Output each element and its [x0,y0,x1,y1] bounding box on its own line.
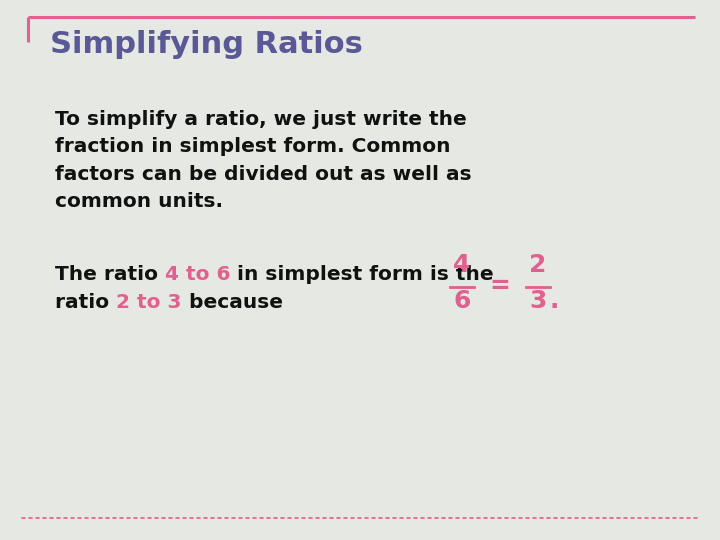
Text: To simplify a ratio, we just write the
fraction in simplest form. Common
factors: To simplify a ratio, we just write the f… [55,110,472,211]
Text: 4 to 6: 4 to 6 [165,265,230,284]
Text: Simplifying Ratios: Simplifying Ratios [50,30,363,59]
Text: in simplest form is the: in simplest form is the [230,265,494,284]
Text: 3: 3 [529,289,546,313]
Text: 2 to 3: 2 to 3 [116,293,181,312]
Text: =: = [490,274,510,298]
Text: 6: 6 [454,289,471,313]
Text: The ratio: The ratio [55,265,165,284]
Text: 4: 4 [454,253,471,277]
Text: because: because [181,293,283,312]
Text: ratio: ratio [55,293,116,312]
Text: .: . [549,289,559,313]
Text: 2: 2 [529,253,546,277]
